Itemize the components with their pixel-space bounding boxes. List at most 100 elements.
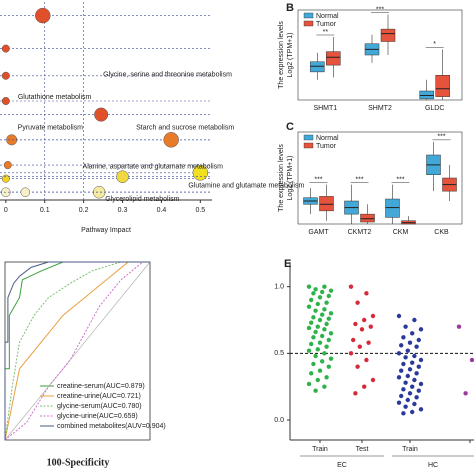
- dot: [328, 288, 334, 293]
- dot: [311, 335, 316, 340]
- x-tick-label: SHMT1: [313, 105, 337, 112]
- dot: [315, 301, 320, 307]
- dot: [407, 367, 413, 372]
- frame: [297, 131, 463, 225]
- dot: [401, 411, 406, 416]
- dot: [326, 337, 331, 343]
- dot: [401, 361, 406, 367]
- dot: [416, 364, 421, 369]
- bubble: [3, 161, 12, 170]
- dot: [370, 377, 376, 383]
- legend-swatch: [303, 134, 314, 141]
- frame: [297, 9, 463, 101]
- dot: [401, 387, 406, 392]
- legend-label: glycine-urine(AUC=0.659): [57, 413, 138, 420]
- bubble: [20, 187, 31, 197]
- dot: [469, 357, 474, 363]
- point-label: Alanine, aspartate and glutamate metabol…: [83, 164, 224, 171]
- dot: [368, 324, 373, 329]
- dot: [418, 327, 424, 332]
- x-tick-label: CKM: [393, 229, 409, 236]
- y-axis-label: The expression levels: [278, 21, 285, 89]
- point-label: Starch and sucrose metabolism: [136, 125, 234, 132]
- x-tick-label: Train: [402, 446, 418, 453]
- dot: [399, 368, 404, 373]
- dot: [412, 353, 417, 359]
- box: [319, 196, 334, 212]
- box: [360, 213, 375, 223]
- legend-swatch: [303, 142, 314, 149]
- dot: [412, 317, 417, 323]
- dot: [412, 401, 417, 407]
- dot: [320, 333, 325, 339]
- panel-label: C: [286, 121, 294, 133]
- x-tick-label: CKB: [434, 229, 449, 236]
- dot: [456, 324, 462, 329]
- dot: [414, 395, 419, 400]
- dot: [416, 388, 421, 393]
- y-axis-label: Log2 (TPM+1): [287, 156, 294, 201]
- annotation: ***: [314, 176, 322, 183]
- dot: [326, 316, 331, 321]
- roc-curve: [4, 261, 150, 440]
- roc-curve: [4, 261, 150, 440]
- dot: [355, 364, 360, 369]
- x-axis-label: 100-Specificity: [47, 457, 110, 468]
- legend-swatch: [303, 20, 314, 27]
- y-axis-label: The expression levels: [278, 144, 285, 212]
- dot: [403, 380, 408, 385]
- dot: [322, 327, 327, 332]
- dot: [353, 391, 358, 396]
- x-tick-label: 0.3: [118, 207, 128, 214]
- bubble: [116, 170, 129, 183]
- dot: [348, 284, 354, 289]
- panel-label: E: [284, 258, 291, 270]
- annotation: ***: [355, 176, 363, 183]
- bubble: [35, 7, 51, 24]
- x-tick-label: 0.4: [157, 207, 167, 214]
- dot: [418, 407, 424, 412]
- x-tick-label: SHMT2: [368, 105, 392, 112]
- dot: [320, 359, 325, 364]
- dot: [317, 317, 323, 323]
- x-tick-label: 0.1: [40, 207, 50, 214]
- legend-label: creatine-urine(AUC=0.721): [57, 393, 141, 400]
- dot: [320, 289, 325, 295]
- reference: [4, 261, 151, 441]
- dot: [306, 381, 312, 387]
- dot: [328, 356, 334, 361]
- dot: [405, 397, 410, 403]
- dot: [311, 315, 316, 320]
- box: [326, 51, 341, 66]
- bubble: [1, 174, 10, 183]
- annotation: **: [323, 29, 329, 36]
- bubble: [1, 71, 10, 80]
- dot: [315, 324, 320, 329]
- dot: [313, 329, 318, 335]
- legend-label: combined metabolites(AUV=0.904): [57, 423, 166, 430]
- dot: [410, 409, 415, 415]
- point-label: Glutamine and glutamate metabolism: [188, 183, 304, 190]
- box: [435, 75, 450, 97]
- dot: [306, 304, 312, 309]
- dot: [311, 361, 316, 367]
- group-label: EC: [337, 462, 347, 469]
- dot: [403, 324, 408, 329]
- dot: [362, 317, 367, 323]
- dot: [313, 388, 318, 393]
- dot: [317, 295, 323, 300]
- panel-label: B: [286, 2, 294, 14]
- dot: [370, 313, 376, 319]
- dot: [324, 300, 329, 305]
- x-tick-label: Train: [312, 446, 328, 453]
- y-tick-label: 0.5: [274, 350, 284, 357]
- annotation: ***: [396, 176, 404, 183]
- x-axis-label: Pathway Impact: [81, 227, 131, 234]
- legend-swatch: [303, 12, 314, 19]
- dot: [322, 351, 327, 356]
- dot: [328, 331, 334, 336]
- bubble: [6, 134, 18, 146]
- dot: [418, 381, 424, 387]
- dot: [410, 384, 415, 389]
